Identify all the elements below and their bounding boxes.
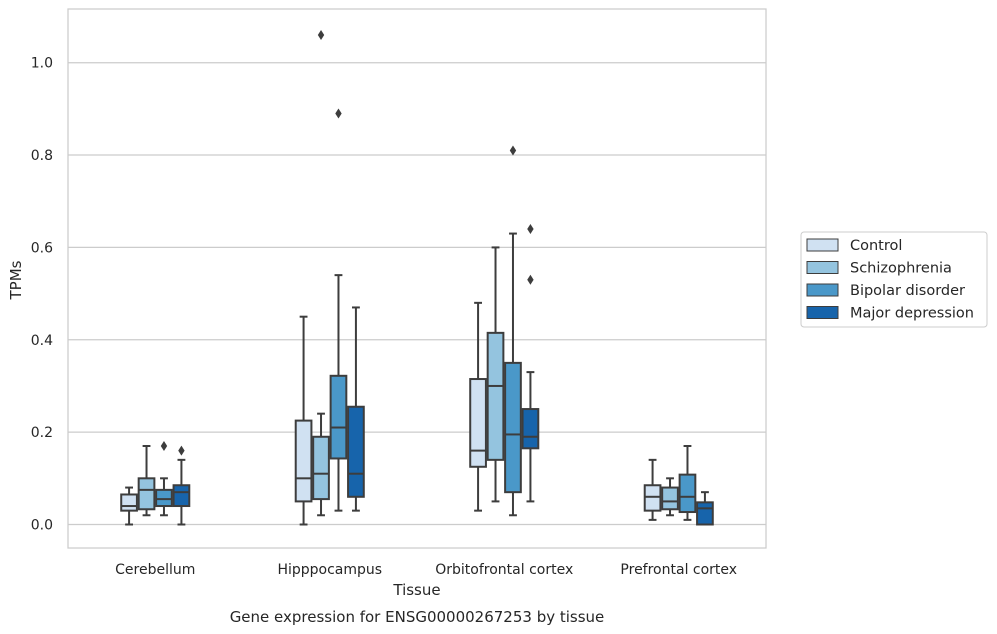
box-body	[155, 488, 173, 508]
box-1-0	[137, 444, 156, 517]
y-tick-label: 0.0	[31, 518, 53, 534]
x-tick-label: Orbitofrontal cortex	[435, 562, 573, 578]
legend-label: Control	[850, 238, 902, 254]
figure-caption: Gene expression for ENSG00000267253 by t…	[230, 608, 605, 626]
outlier-marker	[160, 440, 168, 451]
y-tick-label: 0.2	[31, 425, 53, 441]
plot-frame	[67, 8, 767, 549]
outlier-marker	[527, 223, 534, 234]
box-body	[504, 361, 522, 494]
box-2-0	[155, 440, 173, 517]
legend-label: Bipolar disorder	[850, 283, 965, 299]
box-body	[661, 486, 679, 511]
box-2-1	[329, 108, 348, 512]
box-body	[172, 484, 191, 508]
legend-swatch	[806, 283, 839, 297]
outlier-marker	[509, 145, 517, 156]
box-body	[521, 408, 540, 450]
legend-swatch	[806, 306, 839, 319]
outlier-marker	[178, 445, 185, 456]
outlier-marker	[527, 274, 534, 285]
x-axis-label: Tissue	[392, 581, 440, 599]
legend: Control Schizophrenia Bipolar disorder Majo…	[800, 231, 988, 328]
x-tick-label: Cerebellum	[115, 562, 195, 578]
box-body	[329, 374, 348, 460]
box-1-3	[661, 477, 679, 517]
y-axis-label: TPMs	[7, 260, 25, 300]
box-1-2	[486, 246, 505, 503]
legend-frame	[800, 231, 988, 328]
box-0-0	[120, 486, 138, 526]
box-3-1	[347, 306, 365, 512]
box-body	[486, 331, 505, 461]
box-body	[312, 435, 330, 501]
box-body	[347, 405, 365, 498]
y-tick-label: 0.8	[31, 148, 53, 164]
box-1-1	[312, 29, 330, 517]
x-tick-label: Hipppocampus	[277, 562, 382, 578]
box-3-3	[696, 491, 714, 526]
outlier-marker	[317, 29, 325, 40]
x-tick-label: Prefrontal cortex	[620, 562, 737, 578]
box-body	[643, 484, 662, 512]
y-tick-label: 1.0	[31, 56, 53, 72]
legend-items: Control Schizophrenia Bipolar disorder Majo…	[806, 238, 974, 322]
box-0-1	[294, 315, 313, 526]
box-2-2	[504, 145, 522, 517]
outlier-marker	[335, 108, 342, 119]
box-body	[469, 378, 487, 468]
box-0-2	[469, 301, 487, 512]
box-body	[696, 501, 714, 526]
x-tick-labels: Cerebellum Hipppocampus Orbitofrontal cort…	[115, 562, 737, 578]
box-0-3	[643, 458, 662, 521]
legend-label: Schizophrenia	[850, 261, 952, 277]
box-body	[678, 473, 697, 514]
legend-swatch	[806, 238, 839, 252]
box-body	[294, 419, 313, 503]
box-2-3	[678, 444, 697, 521]
box-body	[120, 493, 138, 512]
y-tick-label: 0.6	[31, 240, 53, 256]
boxes-layer	[120, 29, 714, 526]
box-3-2	[521, 223, 540, 503]
y-tick-labels: 0.0 0.2 0.4 0.6 0.8 1.0	[31, 56, 53, 534]
legend-swatch	[806, 261, 839, 274]
box-body	[137, 477, 156, 511]
box-3-0	[172, 445, 191, 526]
y-tick-label: 0.4	[31, 333, 53, 349]
legend-label: Major depression	[850, 306, 974, 322]
